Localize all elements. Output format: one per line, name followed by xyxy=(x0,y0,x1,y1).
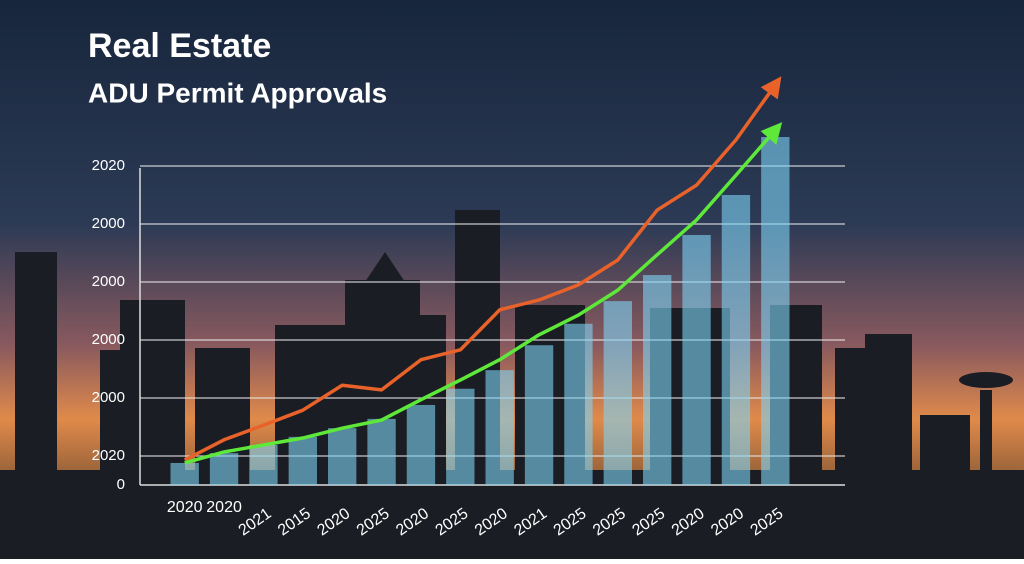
bar xyxy=(249,444,278,485)
bar xyxy=(446,388,475,485)
chart-subtitle: ADU Permit Approvals xyxy=(88,77,387,108)
bar xyxy=(761,137,790,485)
x-tick-label: 2020 xyxy=(167,499,203,516)
bar xyxy=(170,462,199,485)
bar xyxy=(721,195,751,485)
y-tick-label: 2000 xyxy=(92,389,125,406)
y-tick-label: 2020 xyxy=(92,157,125,174)
bar xyxy=(367,418,396,485)
y-tick-label: 2020 xyxy=(92,447,125,464)
bar xyxy=(682,235,711,485)
bar xyxy=(524,345,554,485)
bar xyxy=(643,275,672,485)
bar xyxy=(564,323,593,485)
y-tick-label: 2000 xyxy=(92,215,125,232)
chart-title: Real Estate xyxy=(88,27,271,65)
y-tick-label: 2000 xyxy=(92,331,125,348)
y-tick-label: 0 xyxy=(117,476,125,493)
trend-line xyxy=(184,122,783,465)
bar xyxy=(209,453,239,485)
bar xyxy=(406,404,436,485)
bar xyxy=(288,436,317,485)
y-tick-label: 2000 xyxy=(92,273,125,290)
bar xyxy=(485,370,514,485)
x-tick-label: 2020 xyxy=(206,499,242,516)
bar xyxy=(603,301,632,485)
trend-line xyxy=(183,76,782,462)
bar xyxy=(328,428,357,485)
